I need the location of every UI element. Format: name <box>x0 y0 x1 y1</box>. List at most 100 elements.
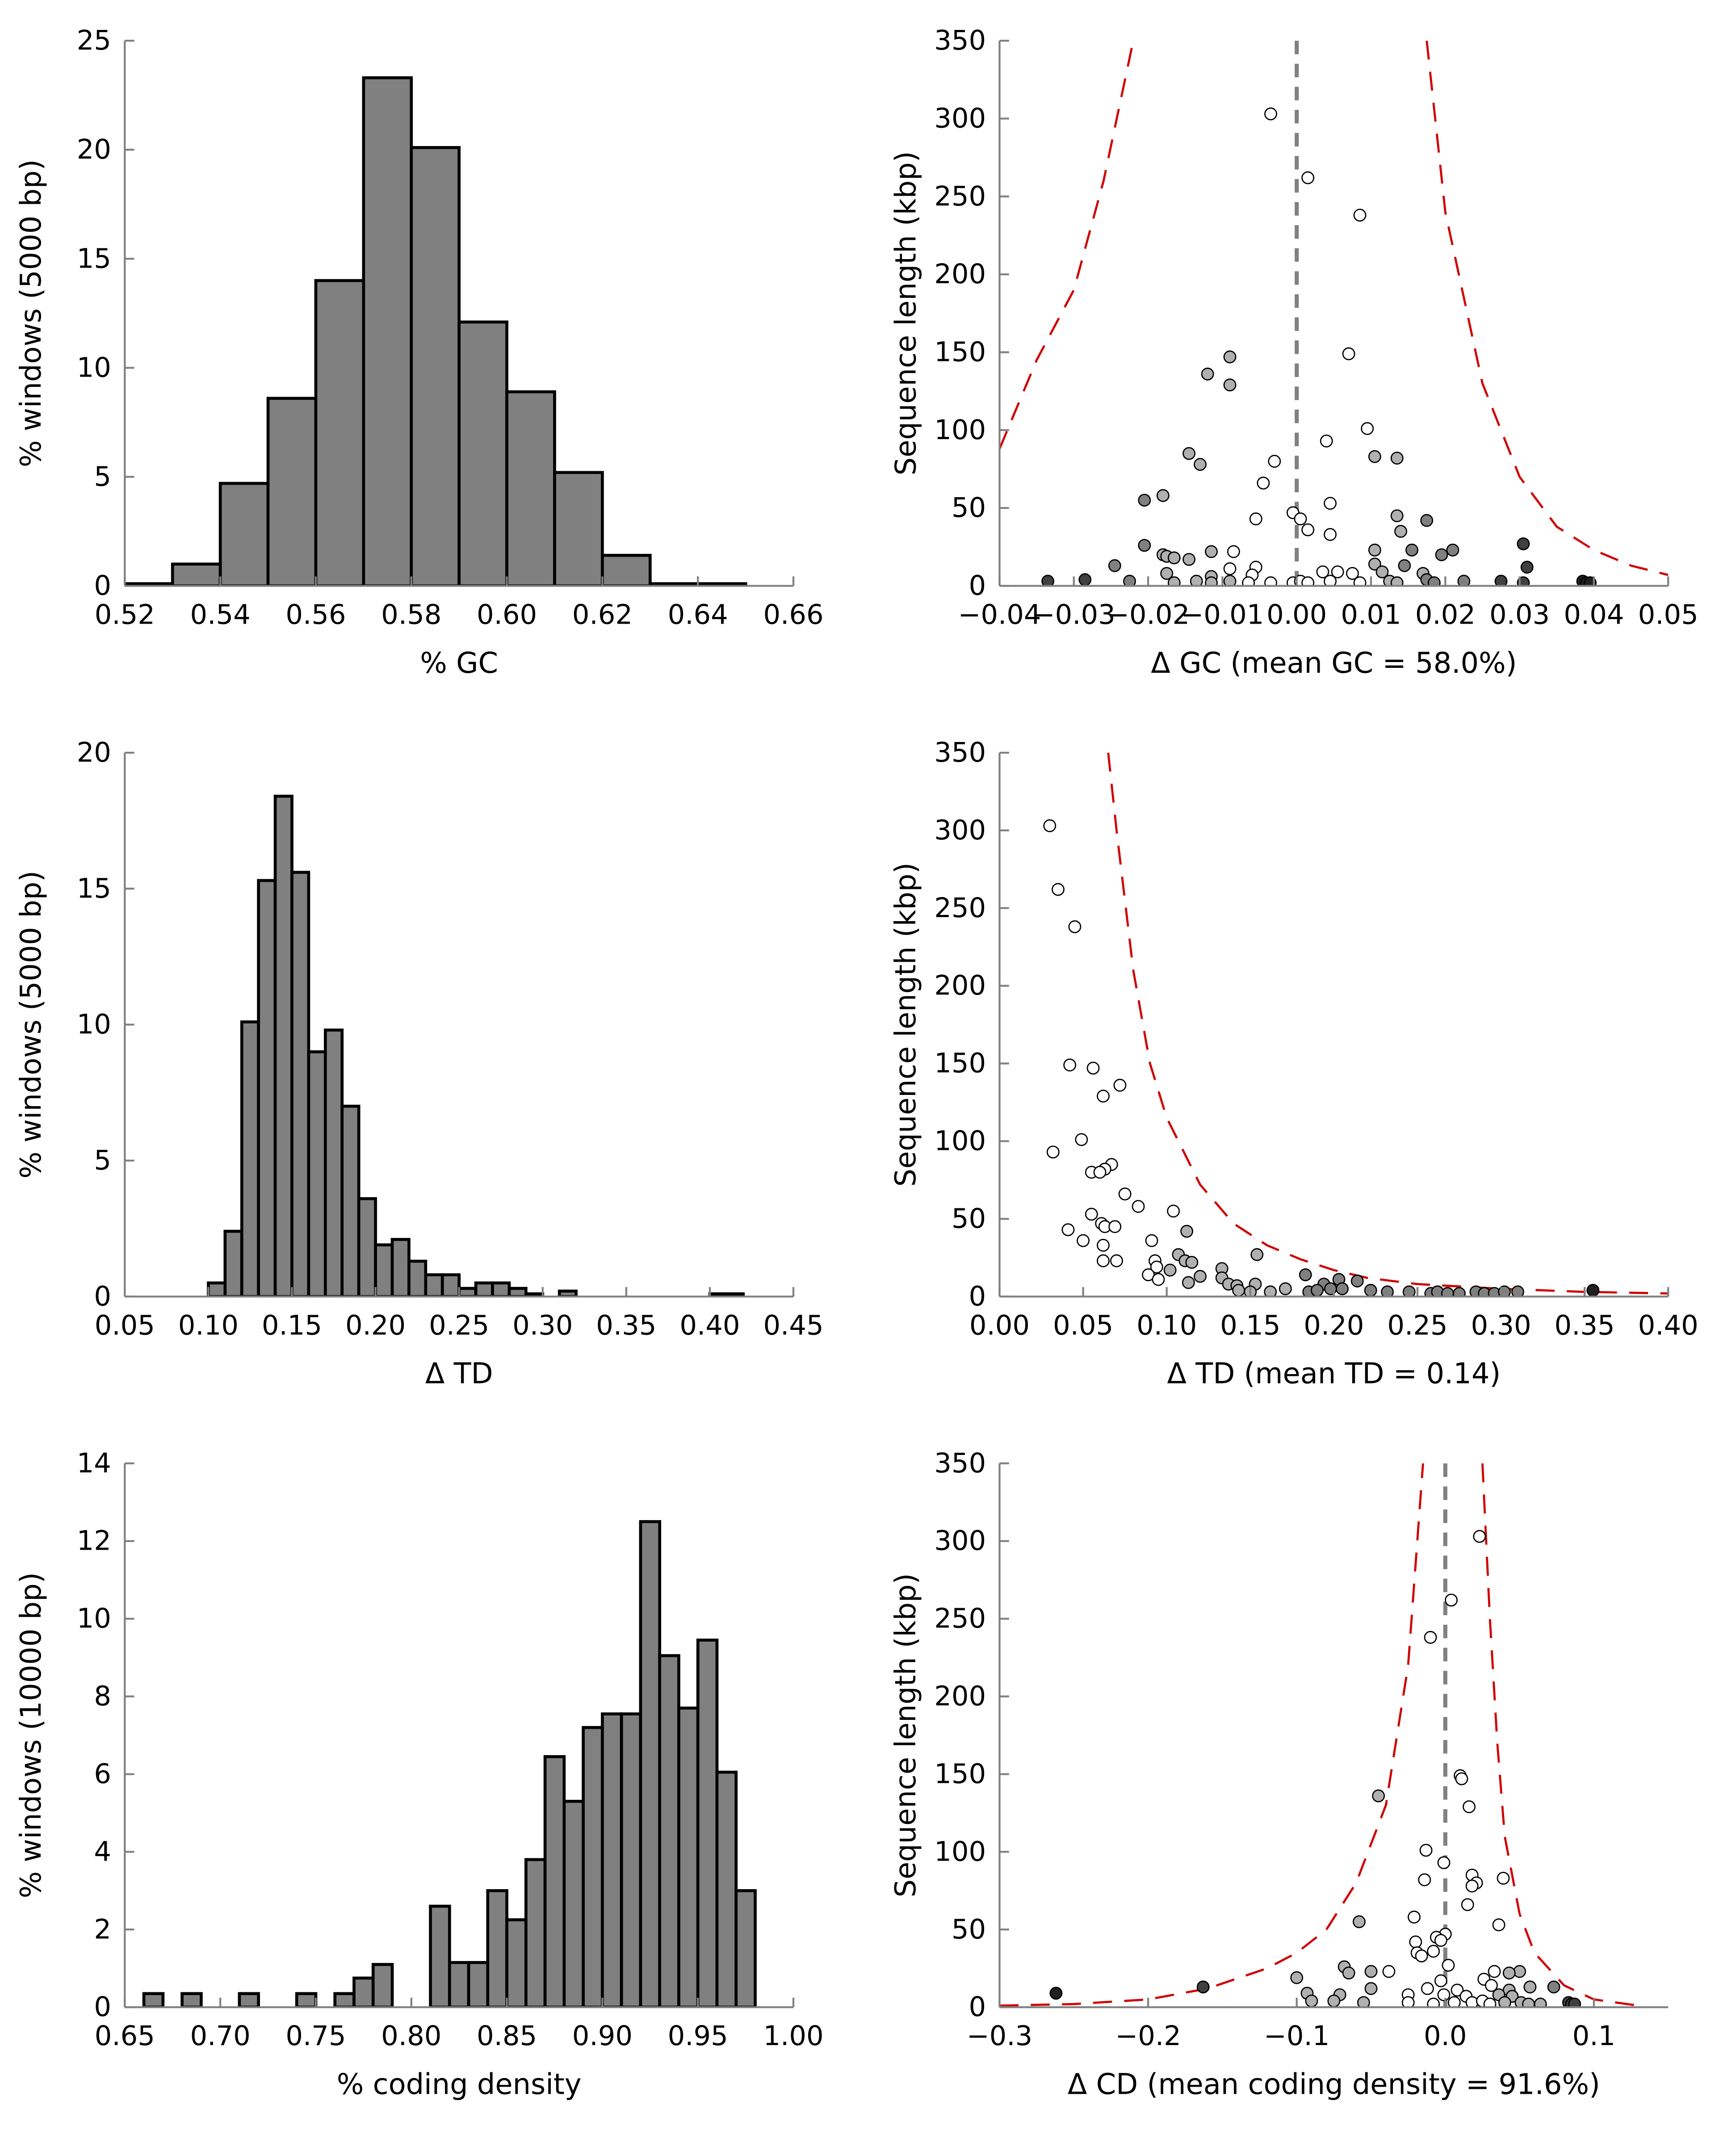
y-tick-label: 50 <box>952 1203 986 1234</box>
scatter-point <box>1077 1234 1090 1247</box>
boundary-curve-left <box>999 41 1135 449</box>
x-tick-label: 0.66 <box>763 599 823 631</box>
histogram-bar <box>677 1706 700 2008</box>
x-tick-label: 0.25 <box>1387 1310 1447 1341</box>
histogram-bar <box>410 146 461 586</box>
y-tick-label: 150 <box>934 336 986 368</box>
x-tick-label: 0.70 <box>190 2021 251 2052</box>
scatter-point <box>1316 565 1329 579</box>
histogram-bar <box>273 794 294 1297</box>
x-tick-label: 0.01 <box>1341 599 1401 631</box>
scatter-point <box>1437 1988 1451 2001</box>
scatter-point <box>1390 576 1404 586</box>
boundary-curve-right <box>1481 1463 1639 2007</box>
y-tick-label: 100 <box>934 1836 986 1867</box>
boundary-curve-right <box>1426 41 1669 576</box>
x-tick-label: 0.90 <box>572 2021 633 2052</box>
y-axis-label: % windows (5000 bp) <box>15 871 48 1178</box>
y-tick-label: 0 <box>969 1281 986 1312</box>
scatter-point <box>1418 1873 1431 1886</box>
histogram-bar <box>601 1712 623 2008</box>
x-tick-label: 0.20 <box>345 1310 406 1341</box>
x-tick-label: 0.25 <box>429 1310 489 1341</box>
scatter-point <box>1108 559 1121 572</box>
scatter-point <box>1242 576 1255 586</box>
scatter-point <box>1138 494 1151 507</box>
scatter-point <box>1196 1980 1210 1994</box>
scatter-point <box>1113 1078 1127 1092</box>
histogram-bar <box>562 1799 585 2008</box>
scatter-point <box>1353 576 1367 586</box>
scatter-point <box>1167 1204 1180 1218</box>
x-tick-label: −0.2 <box>1115 2021 1181 2052</box>
scatter-point <box>1421 1982 1434 1995</box>
x-tick-label: 0.85 <box>477 2021 537 2052</box>
histogram-bar <box>507 1287 528 1297</box>
histogram-bar <box>171 562 222 586</box>
histogram-bar <box>362 76 413 586</box>
histogram-cd: 0 2 4 6 8 10 12 14 0.65 0.70 0.75 0.80 0.85 0.90 0.95 1… <box>15 1448 824 2101</box>
x-axis-label: % coding density <box>337 2068 582 2101</box>
x-tick-label: 0.64 <box>668 599 728 631</box>
y-tick-label: 300 <box>934 103 986 134</box>
scatter-point <box>1324 574 1337 586</box>
scatter-point <box>1097 1090 1110 1103</box>
scatter-point <box>1301 576 1315 586</box>
scatter-point <box>1068 920 1082 933</box>
y-tick-label: 300 <box>934 1526 986 1557</box>
scatter-point <box>1290 1971 1304 1984</box>
y-tick-label: 5 <box>94 1145 111 1176</box>
x-tick-label: 0.05 <box>1638 599 1698 631</box>
scatter-point <box>1415 1949 1428 1962</box>
y-tick-label: 0 <box>969 1991 986 2023</box>
x-axis-label: Δ GC (mean GC = 58.0%) <box>1151 647 1517 680</box>
x-tick-label: 0.65 <box>95 2021 155 2052</box>
y-tick-label: 300 <box>934 815 986 846</box>
scatter-point <box>1492 1918 1505 1932</box>
y-tick-label: 250 <box>934 893 986 924</box>
scatter-point <box>1461 1898 1474 1912</box>
scatter-point <box>1205 545 1218 558</box>
scatter-point <box>1342 347 1355 361</box>
scatter-point <box>1180 1224 1193 1238</box>
scatter-point <box>1381 1285 1394 1297</box>
histogram-bar <box>238 1992 260 2008</box>
scatter-point <box>1427 1945 1440 1958</box>
histogram-bar <box>429 1904 451 2008</box>
scatter-point <box>1324 528 1337 541</box>
scatter-point <box>1331 565 1344 579</box>
histogram-bar <box>639 1520 662 2008</box>
histogram-bar <box>371 1963 394 2008</box>
scatter-point <box>1223 350 1237 364</box>
y-tick-label: 350 <box>934 737 986 768</box>
scatter-point <box>1123 574 1136 586</box>
x-tick-label: 0.15 <box>262 1310 322 1341</box>
boundary-curve <box>1107 752 1669 1295</box>
histogram-bar <box>207 1281 227 1297</box>
scatter-point <box>1353 209 1367 222</box>
scatter-point <box>1352 1915 1366 1928</box>
scatter-point <box>1364 1982 1378 1995</box>
y-tick-label: 25 <box>77 25 111 56</box>
scatter-point <box>1110 1254 1123 1267</box>
scatter-point <box>1327 1994 1341 2008</box>
scatter-point <box>1446 543 1459 557</box>
scatter-point <box>1268 455 1281 468</box>
scatter-point <box>1447 1996 1461 2008</box>
histogram-bar <box>558 1289 578 1297</box>
histogram-bar <box>543 1755 566 2008</box>
y-tick-label: 350 <box>934 1448 986 1479</box>
histogram-bar <box>374 1243 394 1297</box>
histogram-bar <box>295 1992 318 2008</box>
scatter-point <box>1568 1997 1581 2008</box>
histogram-bar <box>486 1889 508 2008</box>
scatter-point <box>1398 559 1411 572</box>
scatter-point <box>1419 1844 1433 1857</box>
histogram-bar <box>333 1992 356 2008</box>
scatter-point <box>1046 1145 1060 1159</box>
scatter-point <box>1320 434 1333 448</box>
histogram-bar <box>725 1292 745 1297</box>
histogram-bar <box>323 1028 344 1297</box>
scatter-point <box>1350 1274 1364 1287</box>
x-tick-label: 0.75 <box>285 2021 346 2052</box>
